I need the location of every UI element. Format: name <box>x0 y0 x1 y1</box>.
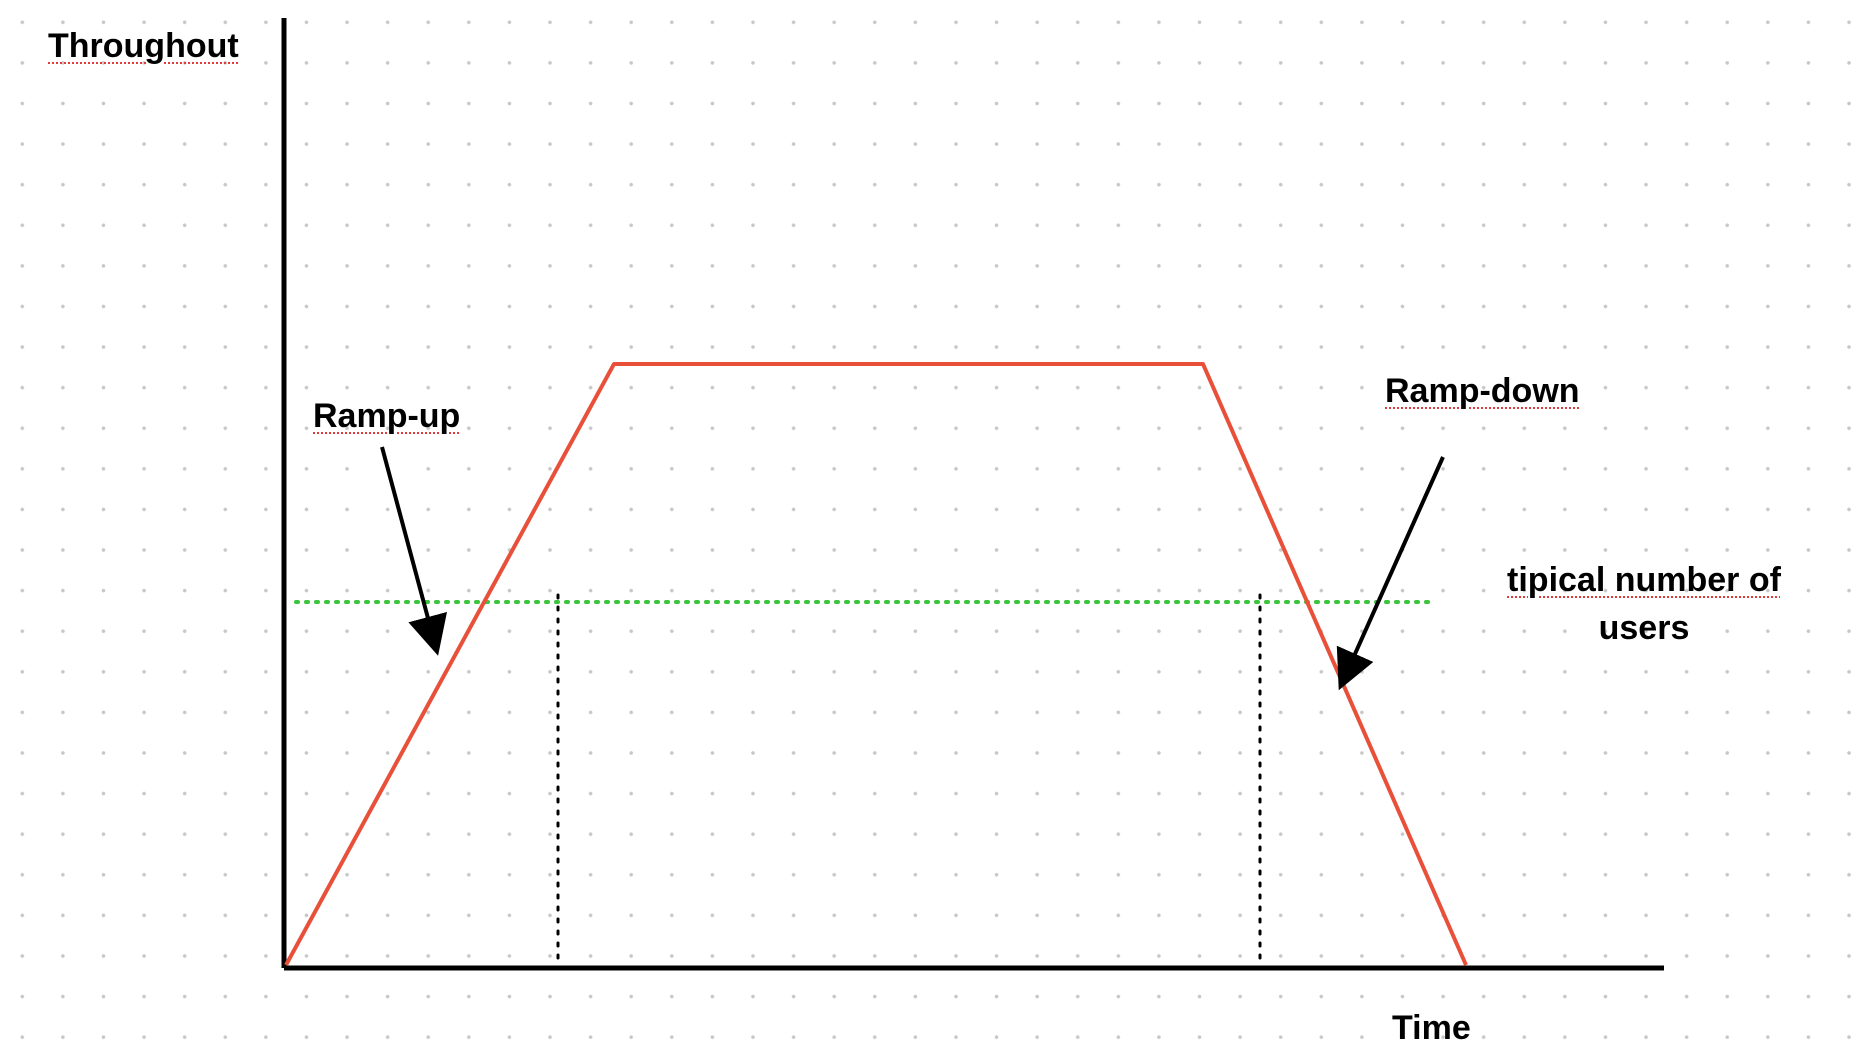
typical-users-label-line2: users <box>1598 608 1690 647</box>
y-axis-label: Throughout <box>48 27 239 65</box>
x-axis-label: Time <box>1392 1009 1471 1047</box>
ramp-up-arrow <box>380 446 448 656</box>
ramp-up-label: Ramp-up <box>313 397 461 435</box>
typical-users-label-line1: tipical number of <box>1507 561 1781 599</box>
load-profile-curve <box>284 362 1468 966</box>
typical-users-label: tipical number of users <box>1494 557 1794 652</box>
ramp-down-arrow <box>1336 456 1445 691</box>
ramp-down-label: Ramp-down <box>1385 372 1580 410</box>
